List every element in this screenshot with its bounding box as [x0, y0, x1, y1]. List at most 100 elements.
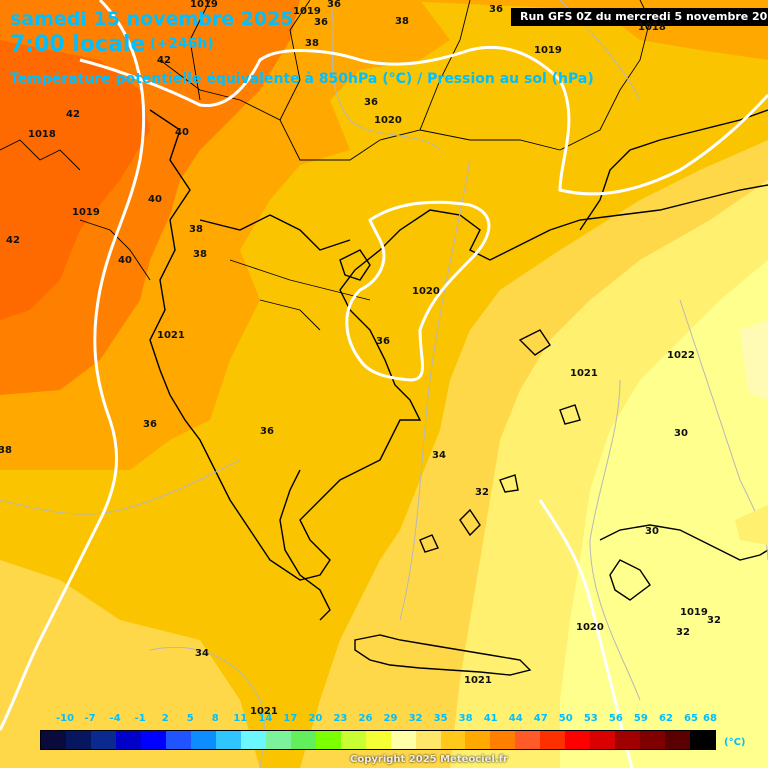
pressure-label: 1021 [250, 706, 278, 717]
legend-swatch [65, 731, 91, 749]
temperature-label: 36 [260, 426, 274, 437]
legend-swatch [490, 731, 516, 749]
legend-swatch [215, 731, 241, 749]
legend-swatch [690, 731, 716, 749]
legend-tick: 17 [283, 713, 298, 724]
legend-tick: 11 [233, 713, 248, 724]
temperature-label: 32 [475, 487, 489, 498]
temperature-label: 36 [376, 336, 390, 347]
temperature-label: 36 [327, 0, 341, 10]
variable-title: Température potentielle équivalente à 85… [10, 71, 594, 87]
temperature-label: 36 [143, 419, 157, 430]
legend-swatch [415, 731, 441, 749]
band-26 [560, 260, 768, 768]
legend-swatch [290, 731, 316, 749]
legend-tick: 5 [186, 713, 194, 724]
legend-tick: 29 [383, 713, 398, 724]
legend-unit: (°C) [724, 737, 746, 748]
forecast-offset: (+246h) [150, 36, 214, 52]
pressure-label: 1019 [190, 0, 218, 10]
pressure-label: 1021 [157, 330, 185, 341]
legend-swatch [340, 731, 366, 749]
pressure-label: 1019 [293, 6, 321, 17]
temperature-label: 38 [305, 38, 319, 49]
legend-tick: -7 [84, 713, 96, 724]
temperature-label: 40 [118, 255, 132, 266]
temperature-label: 30 [674, 428, 688, 439]
legend-swatch [41, 731, 66, 749]
legend-swatch [115, 731, 141, 749]
temperature-label: 34 [195, 648, 209, 659]
pressure-label: 1020 [412, 286, 440, 297]
temperature-label: 38 [193, 249, 207, 260]
legend-tick: 62 [658, 713, 673, 724]
legend-swatch [465, 731, 491, 749]
legend-swatch [190, 731, 216, 749]
legend-tick: 38 [458, 713, 473, 724]
temperature-label: 34 [432, 450, 446, 461]
legend-tick: 20 [308, 713, 323, 724]
temperature-label: 38 [395, 16, 409, 27]
band-44 [0, 40, 150, 320]
temperature-label: 42 [157, 55, 171, 66]
legend-tick: 65 [683, 713, 698, 724]
temperature-label: 36 [489, 4, 503, 15]
legend-tick: 14 [258, 713, 273, 724]
legend-tick: -4 [109, 713, 121, 724]
legend-ticks: -10 -7 -4 -1 2 5 8 11 14 17 20 23 26 29 32 35 38 41 44 47 50… [40, 713, 717, 727]
legend-swatch [565, 731, 591, 749]
legend-swatch [240, 731, 266, 749]
legend-tick: 53 [583, 713, 598, 724]
forecast-date: samedi 15 novembre 2025 [10, 8, 294, 30]
temperature-label: 30 [645, 526, 659, 537]
legend-tick: 47 [533, 713, 548, 724]
temperature-label: 40 [148, 194, 162, 205]
pressure-label: 1020 [374, 115, 402, 126]
legend-swatch [640, 731, 666, 749]
legend-swatch [140, 731, 166, 749]
legend-tick: 44 [508, 713, 523, 724]
legend-tick: -1 [134, 713, 146, 724]
pressure-label: 1021 [464, 675, 492, 686]
forecast-time: 7:00 locale [10, 32, 146, 57]
legend-swatch [315, 731, 341, 749]
legend-swatch [515, 731, 541, 749]
legend-swatch [90, 731, 116, 749]
coastlines [149, 109, 768, 676]
legend-swatch [165, 731, 191, 749]
temperature-label: 38 [0, 445, 12, 456]
pressure-label: 1018 [638, 22, 666, 33]
legend-swatch [540, 731, 566, 749]
legend-tick: 26 [358, 713, 373, 724]
pressure-label: 1019 [72, 207, 100, 218]
legend-swatch [440, 731, 466, 749]
legend-tick: 32 [408, 713, 423, 724]
pressure-label: 1019 [680, 607, 708, 618]
temperature-label: 42 [66, 109, 80, 120]
pressure-label: 1022 [667, 350, 695, 361]
temperature-label: 32 [676, 627, 690, 638]
legend-swatch [665, 731, 691, 749]
color-legend [40, 730, 716, 750]
legend-tick: 23 [333, 713, 348, 724]
copyright: Copyright 2025 Meteociel.fr [350, 754, 508, 765]
legend-tick: 56 [608, 713, 623, 724]
temperature-label: 40 [175, 127, 189, 138]
legend-tick: -10 [55, 713, 75, 724]
legend-tick: 8 [211, 713, 219, 724]
pressure-label: 1018 [28, 129, 56, 140]
band-29-east-blob [735, 505, 768, 545]
temperature-label: 36 [314, 17, 328, 28]
band-26-west [0, 560, 260, 768]
legend-swatch [390, 731, 416, 749]
temperature-label: 38 [189, 224, 203, 235]
temperature-label: 32 [707, 615, 721, 626]
run-info-badge: Run GFS 0Z du mercredi 5 novembre 2025 [511, 8, 768, 26]
temperature-label: 42 [6, 235, 20, 246]
legend-swatch [615, 731, 641, 749]
legend-tick: 41 [483, 713, 498, 724]
pressure-label: 1021 [570, 368, 598, 379]
legend-tick: 50 [558, 713, 573, 724]
